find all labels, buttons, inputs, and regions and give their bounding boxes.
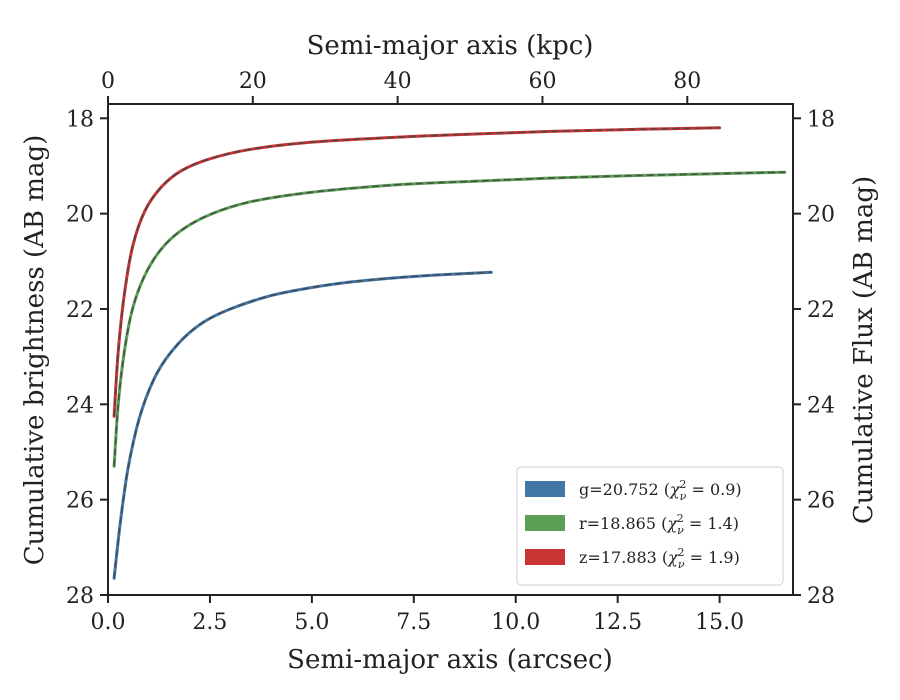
legend-label: z=17.883 (χν2 = 1.9) bbox=[579, 546, 740, 571]
legend-swatch bbox=[525, 549, 565, 565]
right-y-axis-title: Cumulative Flux (AB mag) bbox=[849, 176, 879, 524]
legend-swatch bbox=[525, 481, 565, 497]
series-line-0 bbox=[112, 270, 493, 580]
y-tick-label: 22 bbox=[66, 298, 94, 323]
series-fit-line-1 bbox=[113, 171, 785, 467]
top-x-tick-label: 20 bbox=[239, 69, 267, 94]
x-tick-label: 2.5 bbox=[192, 610, 227, 635]
x-tick-label: 10.0 bbox=[491, 610, 540, 635]
y-tick-label: 26 bbox=[66, 489, 94, 514]
legend-label: r=18.865 (χν2 = 1.4) bbox=[579, 512, 739, 537]
right-y-tick-label: 24 bbox=[807, 393, 835, 418]
x-tick-label: 15.0 bbox=[695, 610, 744, 635]
y-tick-label: 28 bbox=[66, 584, 94, 609]
plot-frame bbox=[107, 103, 794, 596]
y-axis-title: Cumulative brightness (AB mag) bbox=[20, 135, 50, 566]
y-tick-label: 24 bbox=[66, 393, 94, 418]
x-tick-label: 5.0 bbox=[294, 610, 329, 635]
series-line-2 bbox=[112, 126, 722, 418]
top-x-tick-label: 0 bbox=[101, 69, 115, 94]
curves-layer bbox=[112, 126, 787, 580]
right-y-tick-label: 28 bbox=[807, 584, 835, 609]
series-fit-line-2 bbox=[113, 127, 720, 417]
right-y-tick-label: 18 bbox=[807, 107, 835, 132]
top-x-axis-title: Semi-major axis (kpc) bbox=[307, 31, 594, 61]
right-y-tick-label: 22 bbox=[807, 298, 835, 323]
y-tick-label: 18 bbox=[66, 107, 94, 132]
legend: g=20.752 (χν2 = 0.9) r=18.865 (χν2 = 1.4)… bbox=[516, 466, 784, 586]
top-x-tick-label: 40 bbox=[384, 69, 412, 94]
series-fit-line-0 bbox=[113, 271, 492, 579]
x-axis-title: Semi-major axis (arcsec) bbox=[287, 645, 613, 675]
x-tick-label: 0.0 bbox=[91, 610, 126, 635]
right-y-tick-label: 20 bbox=[807, 203, 835, 228]
legend-box bbox=[516, 466, 784, 586]
legend-swatch bbox=[525, 515, 565, 531]
top-x-tick-label: 60 bbox=[528, 69, 556, 94]
x-tick-label: 7.5 bbox=[396, 610, 431, 635]
y-tick-label: 20 bbox=[66, 203, 94, 228]
ticks-layer: 0.0 2.5 5.0 7.5 10.0 12.5 15.0 0 20 40 60 80 18 20 22 2… bbox=[66, 69, 835, 635]
legend-label: g=20.752 (χν2 = 0.9) bbox=[579, 478, 742, 503]
series-line-1 bbox=[112, 170, 787, 468]
right-y-tick-label: 26 bbox=[807, 489, 835, 514]
top-x-tick-label: 80 bbox=[673, 69, 701, 94]
x-tick-label: 12.5 bbox=[593, 610, 642, 635]
